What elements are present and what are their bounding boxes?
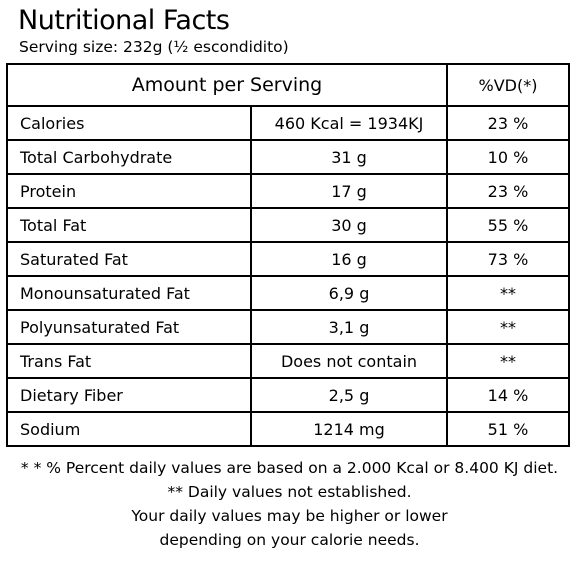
nutrient-amount: 16 g	[250, 241, 448, 277]
table-row: Polyunsaturated Fat 3,1 g **	[6, 309, 570, 345]
serving-size: Serving size: 232g (½ escondidito)	[19, 38, 289, 56]
nutrient-amount: 2,5 g	[250, 377, 448, 413]
table-row: Protein 17 g 23 %	[6, 173, 570, 209]
nutrient-daily-value: 23 %	[446, 173, 570, 209]
nutrient-daily-value: **	[446, 275, 570, 311]
nutrient-name: Calories	[6, 105, 252, 141]
nutrition-table: Amount per Serving %VD(*) Calories 460 K…	[6, 63, 570, 447]
nutrient-daily-value: 73 %	[446, 241, 570, 277]
nutrient-name: Saturated Fat	[6, 241, 252, 277]
table-row: Total Carbohydrate 31 g 10 %	[6, 139, 570, 175]
nutrient-daily-value: 51 %	[446, 411, 570, 447]
nutrient-amount: 3,1 g	[250, 309, 448, 345]
footnote-line: * * % Percent daily values are based on …	[20, 459, 559, 477]
nutrient-name: Monounsaturated Fat	[6, 275, 252, 311]
amount-per-serving-header: Amount per Serving	[6, 63, 448, 107]
nutrient-name: Sodium	[6, 411, 252, 447]
table-row: Saturated Fat 16 g 73 %	[6, 241, 570, 277]
nutrient-amount: 6,9 g	[250, 275, 448, 311]
nutrient-amount: 31 g	[250, 139, 448, 175]
table-row: Monounsaturated Fat 6,9 g **	[6, 275, 570, 311]
nutrient-name: Dietary Fiber	[6, 377, 252, 413]
nutrient-amount: 17 g	[250, 173, 448, 209]
nutrient-name: Protein	[6, 173, 252, 209]
nutrient-name: Trans Fat	[6, 343, 252, 379]
nutrient-amount: 460 Kcal = 1934KJ	[250, 105, 448, 141]
table-header-row: Amount per Serving %VD(*)	[6, 63, 570, 107]
table-row: Calories 460 Kcal = 1934KJ 23 %	[6, 105, 570, 141]
footnote-line: Your daily values may be higher or lower	[131, 507, 448, 525]
nutrient-daily-value: **	[446, 343, 570, 379]
nutrient-amount: 1214 mg	[250, 411, 448, 447]
nutrient-name: Total Carbohydrate	[6, 139, 252, 175]
table-row: Dietary Fiber 2,5 g 14 %	[6, 377, 570, 413]
nutrient-amount: Does not contain	[250, 343, 448, 379]
footnotes: * * % Percent daily values are based on …	[0, 456, 579, 552]
nutrient-daily-value: 55 %	[446, 207, 570, 243]
nutrient-name: Polyunsaturated Fat	[6, 309, 252, 345]
table-row: Sodium 1214 mg 51 %	[6, 411, 570, 447]
nutrient-daily-value: 23 %	[446, 105, 570, 141]
page-title: Nutritional Facts	[18, 5, 230, 36]
table-row: Trans Fat Does not contain **	[6, 343, 570, 379]
nutrient-daily-value: 14 %	[446, 377, 570, 413]
nutrient-daily-value: 10 %	[446, 139, 570, 175]
nutrient-amount: 30 g	[250, 207, 448, 243]
nutrient-name: Total Fat	[6, 207, 252, 243]
table-row: Total Fat 30 g 55 %	[6, 207, 570, 243]
daily-value-header: %VD(*)	[446, 63, 570, 107]
nutrient-daily-value: **	[446, 309, 570, 345]
footnote-line: ** Daily values not established.	[167, 483, 412, 501]
footnote-line: depending on your calorie needs.	[159, 531, 420, 549]
